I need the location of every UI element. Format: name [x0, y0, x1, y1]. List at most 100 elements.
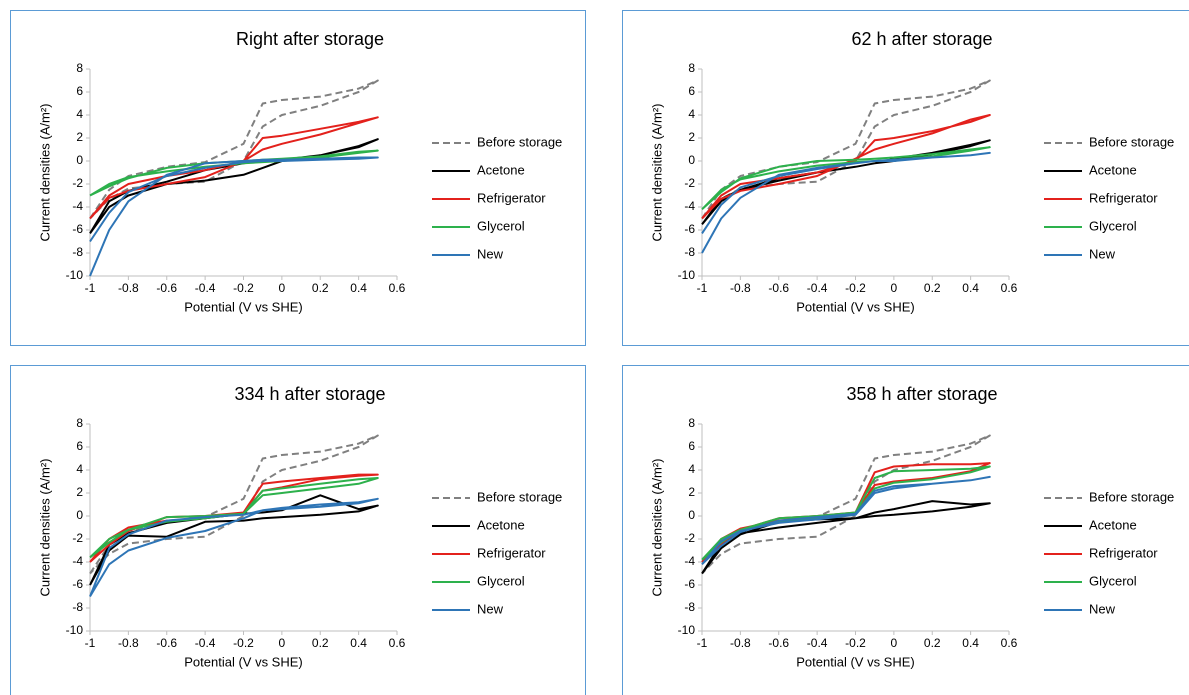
x-tick-label: -1 — [697, 281, 708, 295]
y-tick-label: -10 — [678, 623, 696, 637]
x-axis-title: Potential (V vs SHE) — [184, 299, 303, 314]
x-tick-label: -0.6 — [156, 281, 177, 295]
legend-label: Refrigerator — [477, 190, 546, 205]
legend-label: Refrigerator — [477, 545, 546, 560]
y-tick-label: -8 — [72, 600, 83, 614]
data-line — [89, 477, 379, 559]
y-tick-label: 4 — [688, 462, 695, 476]
x-tick-label: -0.2 — [845, 636, 866, 650]
chart-panel: 358 h after storage -10 -8 -6 -4 -2 0 2 4 6 8 -1 -0.… — [622, 365, 1189, 695]
x-tick-label: -0.8 — [730, 281, 751, 295]
x-tick-label: -0.8 — [118, 636, 139, 650]
x-tick-label: 0.6 — [1001, 636, 1018, 650]
x-tick-label: 0.2 — [312, 281, 329, 295]
x-tick-label: -0.6 — [156, 636, 177, 650]
data-line — [701, 475, 991, 566]
chart-panel: Right after storage -10 -8 -6 -4 -2 0 2 4 6 8 -1 -0.… — [10, 10, 586, 346]
legend-label: Acetone — [477, 517, 525, 532]
y-tick-label: -4 — [684, 554, 695, 568]
y-tick-label: 8 — [688, 61, 695, 75]
data-line — [89, 138, 379, 234]
y-tick-label: -4 — [72, 554, 83, 568]
x-tick-label: -0.4 — [195, 636, 216, 650]
x-tick-label: -0.6 — [768, 281, 789, 295]
y-tick-label: -8 — [72, 245, 83, 259]
x-tick-label: -0.6 — [768, 636, 789, 650]
data-line — [701, 114, 991, 220]
y-tick-label: 0 — [688, 153, 695, 167]
y-tick-label: -8 — [684, 245, 695, 259]
y-tick-label: 2 — [688, 130, 695, 144]
y-axis-title: Current densities (A/m²) — [37, 104, 52, 242]
y-tick-label: -10 — [66, 623, 84, 637]
chart-title: 358 h after storage — [846, 384, 997, 404]
x-tick-label: 0 — [891, 636, 898, 650]
legend-label: Glycerol — [477, 573, 525, 588]
legend-label: New — [477, 601, 504, 616]
legend-label: Glycerol — [477, 218, 525, 233]
data-line — [89, 497, 379, 598]
x-tick-label: -0.2 — [233, 636, 254, 650]
x-tick-label: -1 — [85, 636, 96, 650]
y-tick-label: -2 — [684, 176, 695, 190]
x-tick-label: -0.8 — [730, 636, 751, 650]
panel-border — [622, 10, 1189, 346]
y-tick-label: 6 — [76, 439, 83, 453]
x-tick-label: -1 — [697, 636, 708, 650]
legend-label: New — [1089, 246, 1116, 261]
chart-title: Right after storage — [236, 29, 384, 49]
x-tick-label: -0.4 — [807, 281, 828, 295]
x-axis-title: Potential (V vs SHE) — [184, 654, 303, 669]
legend-label: New — [1089, 601, 1116, 616]
x-tick-label: 0.6 — [389, 281, 406, 295]
y-tick-label: 8 — [688, 416, 695, 430]
y-tick-label: 4 — [76, 462, 83, 476]
x-tick-label: -0.4 — [807, 636, 828, 650]
legend-label: Acetone — [1089, 162, 1137, 177]
legend-label: Glycerol — [1089, 218, 1137, 233]
chart-title: 334 h after storage — [234, 384, 385, 404]
y-tick-label: 4 — [76, 107, 83, 121]
y-tick-label: 6 — [688, 439, 695, 453]
legend-label: Before storage — [1089, 489, 1174, 504]
legend-label: Before storage — [1089, 134, 1174, 149]
legend-label: Refrigerator — [1089, 545, 1158, 560]
y-tick-label: -4 — [72, 199, 83, 213]
y-tick-label: -6 — [72, 222, 83, 236]
y-tick-label: 6 — [688, 84, 695, 98]
x-tick-label: 0.2 — [312, 636, 329, 650]
legend-label: Acetone — [1089, 517, 1137, 532]
y-tick-label: -2 — [72, 176, 83, 190]
y-tick-label: 2 — [76, 130, 83, 144]
panel-border — [10, 365, 586, 695]
y-tick-label: -2 — [684, 531, 695, 545]
x-tick-label: 0.2 — [924, 281, 941, 295]
y-tick-label: -10 — [678, 268, 696, 282]
data-line — [89, 149, 379, 197]
data-line — [701, 146, 991, 211]
chart-panel: 62 h after storage -10 -8 -6 -4 -2 0 2 4 6 8 -1 -0.8… — [622, 10, 1189, 346]
x-axis-title: Potential (V vs SHE) — [796, 654, 915, 669]
legend-label: New — [477, 246, 504, 261]
y-tick-label: -2 — [72, 531, 83, 545]
y-axis-title: Current densities (A/m²) — [37, 459, 52, 597]
legend-label: Glycerol — [1089, 573, 1137, 588]
y-tick-label: -8 — [684, 600, 695, 614]
x-axis-title: Potential (V vs SHE) — [796, 299, 915, 314]
x-tick-label: -1 — [85, 281, 96, 295]
legend-label: Acetone — [477, 162, 525, 177]
y-tick-label: -6 — [684, 222, 695, 236]
data-line — [701, 465, 991, 561]
x-tick-label: 0 — [279, 636, 286, 650]
x-tick-label: 0.6 — [1001, 281, 1018, 295]
y-tick-label: 8 — [76, 61, 83, 75]
y-tick-label: 6 — [76, 84, 83, 98]
y-tick-label: 0 — [76, 508, 83, 522]
y-tick-label: -6 — [72, 577, 83, 591]
legend-label: Refrigerator — [1089, 190, 1158, 205]
y-tick-label: 2 — [76, 485, 83, 499]
x-tick-label: 0.4 — [350, 281, 367, 295]
legend-label: Before storage — [477, 489, 562, 504]
x-tick-label: 0.2 — [924, 636, 941, 650]
